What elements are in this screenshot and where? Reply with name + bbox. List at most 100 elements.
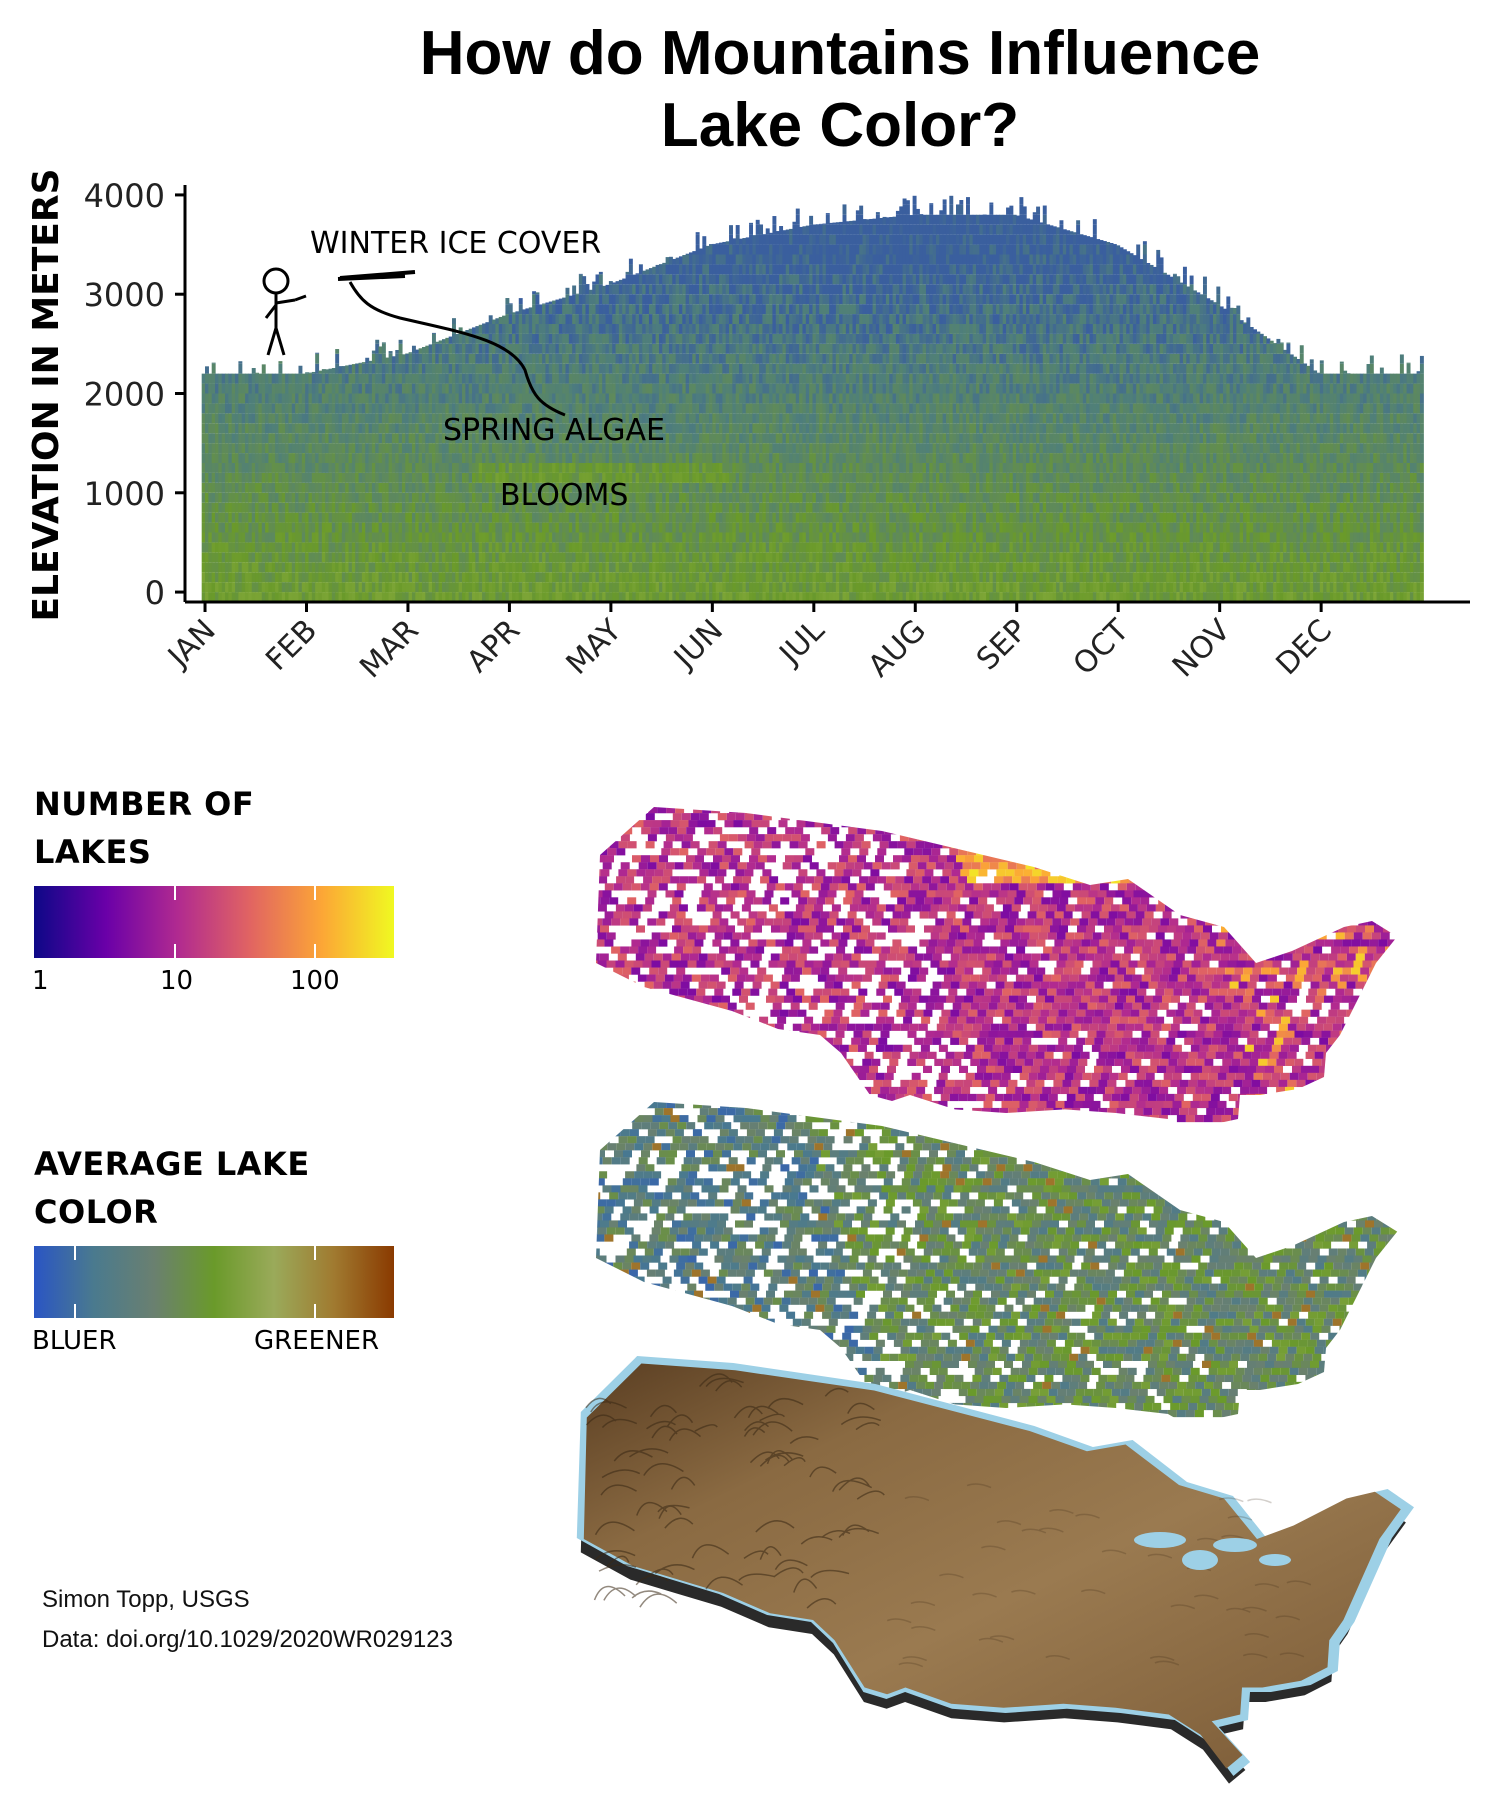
heatmap-cell: [498, 582, 503, 593]
heatmap-cell: [722, 244, 727, 255]
heatmap-cell: [522, 314, 527, 324]
heatmap-cell: [732, 254, 737, 265]
heatmap-cell: [411, 443, 416, 454]
heatmap-cell: [688, 343, 693, 354]
heatmap-cell: [435, 353, 440, 364]
heatmap-cell: [749, 363, 754, 374]
heatmap-cell: [201, 542, 206, 553]
heatmap-cell: [261, 542, 266, 553]
heatmap-cell: [729, 502, 733, 513]
heatmap-cell: [605, 453, 610, 463]
heatmap-cell: [361, 403, 366, 414]
heatmap-cell: [215, 502, 219, 513]
heatmap-cell: [345, 592, 350, 602]
heatmap-cell: [498, 592, 503, 602]
heatmap-cell: [368, 562, 373, 573]
heatmap-cell: [235, 502, 240, 513]
heatmap-cell: [265, 492, 270, 503]
heatmap-cell: [235, 532, 240, 543]
heatmap-cell: [295, 502, 300, 513]
heatmap-cell: [358, 572, 363, 583]
heatmap-cell: [602, 552, 607, 563]
heatmap-cell: [431, 433, 436, 444]
heatmap-cell: [498, 443, 503, 454]
heatmap-cell: [598, 294, 603, 305]
heatmap-cell: [572, 472, 577, 483]
heatmap-cell: [291, 582, 296, 593]
heatmap-cell: [712, 482, 717, 493]
heatmap-cell: [575, 562, 580, 573]
heatmap-cell: [682, 333, 687, 344]
heatmap-cell: [455, 582, 460, 593]
heatmap-cell: [678, 274, 683, 285]
heatmap-cell: [238, 433, 243, 444]
heatmap-cell: [522, 512, 527, 523]
heatmap-cell: [431, 562, 436, 573]
heatmap-cell: [668, 512, 673, 523]
heatmap-cell: [288, 472, 293, 483]
heatmap-cell: [261, 373, 266, 384]
heatmap-cell: [205, 463, 209, 473]
heatmap-cell: [411, 403, 416, 414]
heatmap-cell: [448, 582, 453, 593]
heatmap-cell: [358, 512, 363, 523]
heatmap-cell: [251, 572, 256, 583]
heatmap-cell: [515, 512, 520, 523]
heatmap-cell: [675, 502, 680, 513]
heatmap-cell: [688, 423, 693, 434]
heatmap-cell: [311, 592, 316, 602]
heatmap-cell: [712, 393, 717, 404]
heatmap-cell: [208, 552, 213, 563]
heatmap-cell: [638, 284, 643, 295]
heatmap-cell: [452, 522, 456, 533]
heatmap-cell: [448, 562, 453, 573]
heatmap-cell: [335, 403, 340, 414]
heatmap-cell: [745, 244, 750, 255]
heatmap-cell: [545, 403, 550, 414]
heatmap-cell: [702, 236, 707, 245]
heatmap-cell: [265, 443, 270, 454]
heatmap-cell: [418, 542, 423, 553]
heatmap-cell: [645, 403, 650, 414]
heatmap-cell: [218, 562, 223, 573]
heatmap-cell: [265, 413, 270, 424]
heatmap-cell: [705, 373, 710, 384]
heatmap-cell: [532, 463, 537, 473]
heatmap-cell: [485, 343, 490, 354]
heatmap-cell: [512, 333, 517, 344]
heatmap-cell: [505, 363, 510, 374]
heatmap-cell: [525, 363, 530, 374]
heatmap-cell: [712, 294, 717, 305]
heatmap-cell: [265, 592, 270, 602]
heatmap-cell: [585, 393, 590, 404]
heatmap-cell: [709, 244, 713, 245]
heatmap-cell: [281, 373, 286, 384]
heatmap-cell: [395, 453, 400, 463]
heatmap-cell: [722, 413, 727, 424]
heatmap-cell: [595, 502, 600, 513]
heatmap-cell: [585, 294, 590, 305]
heatmap-cell: [445, 413, 450, 424]
heatmap-cell: [225, 542, 229, 553]
heatmap-cell: [585, 353, 590, 364]
heatmap-cell: [695, 264, 700, 275]
heatmap-cell: [688, 453, 693, 463]
heatmap-cell: [685, 542, 690, 553]
heatmap-cell: [572, 572, 577, 583]
heatmap-cell: [472, 463, 476, 473]
heatmap-cell: [612, 383, 617, 394]
heatmap-cell: [715, 383, 720, 394]
heatmap-cell: [455, 423, 460, 434]
heatmap-cell: [295, 542, 300, 553]
heatmap-cell: [285, 433, 290, 444]
heatmap-cell: [602, 403, 607, 414]
heatmap-cell: [632, 512, 637, 523]
heatmap-cell: [268, 433, 273, 444]
heatmap-cell: [295, 532, 300, 543]
heatmap-cell: [361, 443, 366, 454]
heatmap-cell: [488, 582, 493, 593]
heatmap-cell: [288, 522, 293, 533]
heatmap-cell: [535, 532, 540, 543]
heatmap-cell: [672, 552, 677, 563]
heatmap-cell: [378, 393, 383, 404]
